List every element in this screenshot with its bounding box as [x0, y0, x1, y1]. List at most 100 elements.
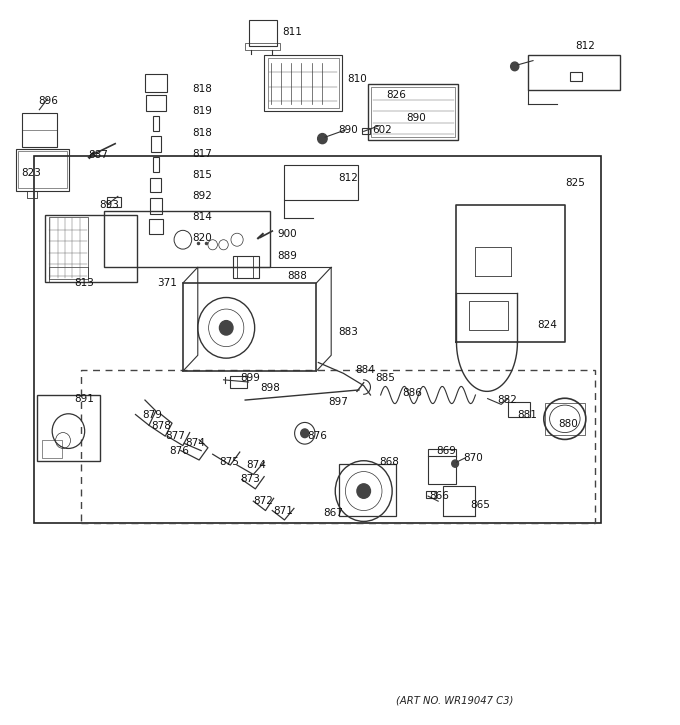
Text: 899: 899: [240, 373, 260, 384]
Bar: [42, 440, 63, 457]
Bar: [231, 376, 247, 388]
Bar: [107, 197, 120, 207]
Bar: [82, 370, 594, 523]
Text: 867: 867: [323, 507, 343, 518]
Bar: [49, 217, 88, 278]
Text: 876: 876: [307, 431, 327, 442]
Text: 602: 602: [373, 125, 392, 135]
Text: 866: 866: [429, 491, 449, 501]
Text: 889: 889: [277, 251, 298, 260]
Text: 818: 818: [192, 85, 212, 94]
Text: 890: 890: [339, 125, 358, 135]
Text: 882: 882: [497, 395, 517, 405]
Text: 883: 883: [339, 327, 358, 337]
Bar: [153, 157, 159, 172]
Bar: [49, 268, 88, 281]
Bar: [249, 20, 277, 46]
Text: 873: 873: [240, 474, 260, 484]
Bar: [443, 486, 475, 516]
Text: 879: 879: [142, 410, 162, 420]
Text: 893: 893: [99, 200, 120, 210]
Bar: [37, 395, 99, 461]
Text: 817: 817: [192, 149, 212, 159]
Text: 823: 823: [22, 168, 41, 178]
Text: 888: 888: [287, 271, 307, 281]
Bar: [145, 75, 167, 91]
Bar: [233, 257, 258, 278]
Bar: [46, 215, 137, 281]
Text: 868: 868: [379, 457, 399, 467]
Text: 812: 812: [339, 173, 358, 183]
Text: 886: 886: [403, 388, 422, 398]
Text: 900: 900: [277, 229, 297, 239]
Circle shape: [452, 460, 458, 467]
Text: 874: 874: [247, 460, 267, 470]
Bar: [264, 55, 342, 111]
Bar: [508, 402, 530, 417]
Bar: [153, 115, 159, 131]
Text: 875: 875: [220, 457, 239, 467]
Bar: [284, 165, 358, 200]
Text: 865: 865: [470, 500, 490, 510]
Text: 880: 880: [558, 419, 578, 429]
Bar: [369, 83, 458, 140]
Bar: [545, 403, 585, 435]
Text: 881: 881: [517, 410, 537, 420]
Bar: [571, 72, 583, 80]
Bar: [104, 211, 270, 268]
Text: 872: 872: [254, 496, 273, 506]
Bar: [16, 149, 69, 191]
Text: 371: 371: [157, 278, 177, 288]
Bar: [149, 220, 163, 234]
Bar: [150, 178, 161, 192]
Text: 871: 871: [273, 505, 294, 515]
Text: 810: 810: [347, 74, 367, 83]
Bar: [22, 112, 57, 147]
Text: 896: 896: [39, 96, 58, 106]
Bar: [339, 464, 396, 516]
Text: (ART NO. WR19047 C3): (ART NO. WR19047 C3): [396, 695, 513, 705]
Text: 884: 884: [355, 365, 375, 375]
Text: 874: 874: [186, 439, 205, 448]
Circle shape: [318, 133, 327, 144]
Text: 825: 825: [565, 178, 585, 188]
Text: 812: 812: [576, 41, 596, 51]
Bar: [362, 128, 370, 133]
Text: 824: 824: [538, 320, 558, 330]
Circle shape: [511, 62, 519, 71]
Text: 898: 898: [260, 383, 280, 393]
Text: 876: 876: [169, 446, 189, 455]
Bar: [18, 151, 67, 188]
Bar: [245, 43, 280, 50]
Text: 813: 813: [75, 278, 95, 288]
Text: 811: 811: [282, 28, 303, 38]
Bar: [34, 156, 601, 523]
Text: 820: 820: [192, 233, 212, 243]
Bar: [150, 198, 162, 214]
Circle shape: [301, 429, 309, 438]
Bar: [146, 95, 166, 111]
Text: 819: 819: [192, 106, 212, 116]
Bar: [151, 136, 160, 152]
Circle shape: [220, 320, 233, 335]
Text: 890: 890: [407, 113, 426, 123]
Text: 897: 897: [328, 397, 347, 407]
Text: 885: 885: [375, 373, 395, 384]
Text: 887: 887: [88, 149, 108, 160]
Bar: [183, 283, 316, 371]
Text: 818: 818: [192, 128, 212, 138]
Text: 891: 891: [75, 394, 95, 404]
Bar: [428, 450, 456, 484]
Bar: [469, 301, 508, 330]
Bar: [426, 491, 436, 498]
Text: 870: 870: [463, 453, 483, 463]
Circle shape: [357, 484, 371, 498]
Text: 826: 826: [386, 91, 406, 100]
Text: 877: 877: [165, 431, 185, 442]
Bar: [528, 55, 619, 89]
Text: 869: 869: [436, 446, 456, 455]
Text: 878: 878: [152, 421, 171, 431]
Text: 815: 815: [192, 170, 212, 180]
Bar: [267, 59, 339, 107]
Bar: [371, 86, 455, 137]
